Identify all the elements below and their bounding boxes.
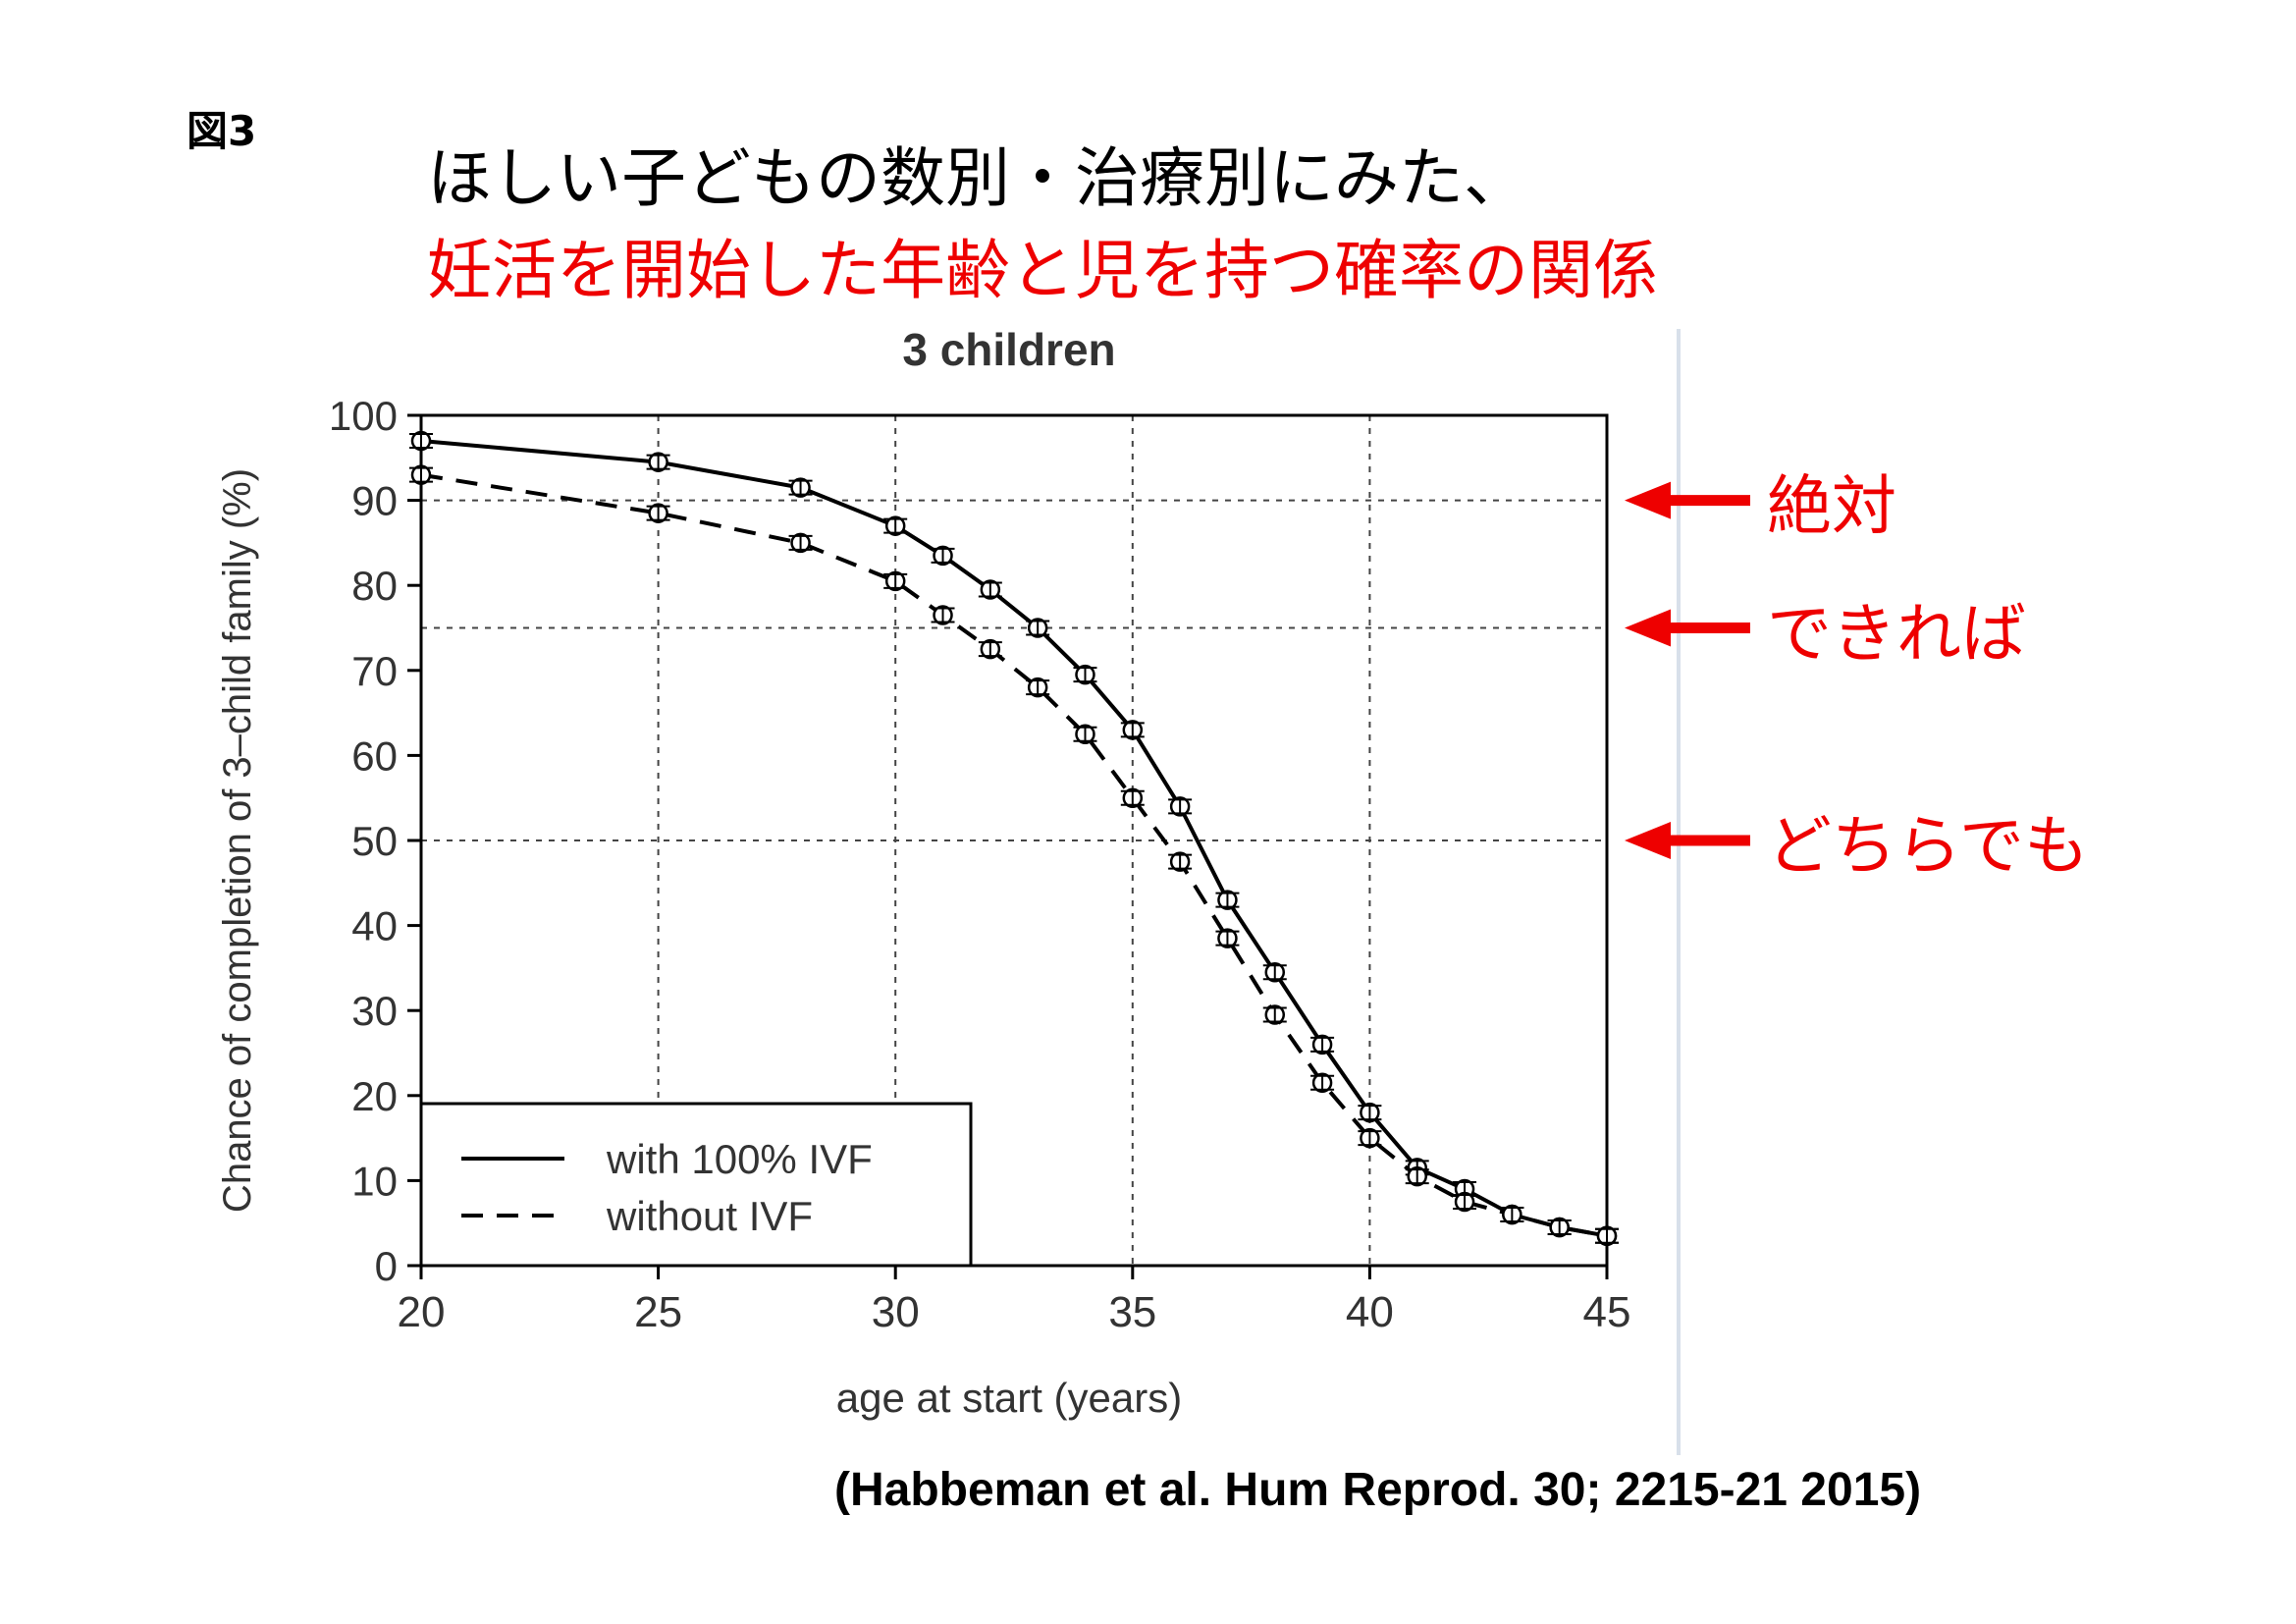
annotation-label: 絶対 [1767, 467, 1896, 544]
annotation-label: できれば [1767, 595, 2026, 672]
data-point [883, 570, 908, 592]
data-point [978, 638, 1002, 660]
page-title-line2: 妊活を開始した年齢と児を持つ確率の関係 [427, 233, 1658, 308]
data-point [788, 477, 813, 498]
data-point [1262, 961, 1287, 983]
legend-label-1: with 100% IVF [606, 1136, 873, 1182]
data-point [1026, 618, 1050, 638]
x-tick-label: 25 [634, 1288, 682, 1336]
x-tick-label: 30 [872, 1288, 920, 1336]
y-tick-label: 40 [351, 903, 398, 949]
x-tick-label: 45 [1583, 1288, 1631, 1336]
data-point [1073, 724, 1097, 744]
data-point [1168, 796, 1193, 817]
data-point [788, 532, 813, 554]
data-point [1215, 928, 1240, 948]
legend-box [419, 1102, 973, 1268]
data-point [1168, 851, 1193, 872]
data-point [1358, 1102, 1382, 1123]
data-point [931, 545, 955, 567]
y-tick-label: 60 [351, 732, 398, 779]
legend-label-2: without IVF [606, 1193, 813, 1239]
y-tick-label: 10 [351, 1158, 398, 1204]
data-point [1500, 1204, 1524, 1225]
x-tick-label: 35 [1108, 1288, 1156, 1336]
annotation-arrow-head [1625, 609, 1671, 647]
y-tick-label: 30 [351, 988, 398, 1034]
data-point [1026, 677, 1050, 698]
data-point [646, 452, 670, 472]
chart-title: 3 children [902, 324, 1115, 375]
data-point [1547, 1217, 1572, 1238]
y-axis-label: Chance of completion of 3–child family (… [216, 468, 259, 1213]
annotation-label: どちらでも [1767, 808, 2090, 884]
x-tick-label: 40 [1346, 1288, 1394, 1336]
data-point [1120, 787, 1145, 808]
series-group [409, 430, 1619, 1246]
annotation-arrows [1625, 481, 1750, 859]
y-tick-label: 20 [351, 1073, 398, 1119]
y-tick-label: 80 [351, 563, 398, 609]
data-point [1262, 1004, 1287, 1025]
data-point [409, 464, 433, 485]
y-tick-label: 0 [375, 1243, 398, 1289]
data-point [1595, 1225, 1619, 1246]
data-point [646, 503, 670, 523]
legend: with 100% IVF without IVF [419, 1102, 973, 1268]
data-point [1073, 664, 1097, 685]
y-tick-label: 70 [351, 648, 398, 694]
data-point [1310, 1072, 1335, 1094]
annotation-arrow-head [1625, 481, 1671, 519]
citation: (Habbeman et al. Hum Reprod. 30; 2215-21… [834, 1464, 1922, 1516]
page-title-line1: ほしい子どもの数別・治療別にみた、 [427, 140, 1528, 216]
y-tick-label: 50 [351, 818, 398, 864]
data-point [978, 579, 1002, 600]
data-point [1405, 1165, 1429, 1187]
data-point [931, 605, 955, 625]
x-tick-label: 20 [398, 1288, 446, 1336]
y-tick-label: 90 [351, 478, 398, 524]
figure-label: 図3 [187, 107, 257, 155]
data-point [1215, 890, 1240, 910]
data-point [409, 430, 433, 452]
axis-ticks: 20 25 30 35 40 45 0 10 20 30 40 50 60 70 80 90 100 [329, 393, 1631, 1336]
x-axis-label: age at start (years) [836, 1375, 1182, 1421]
data-point [1120, 720, 1145, 740]
data-point [1453, 1191, 1477, 1213]
data-point [883, 515, 908, 536]
data-point [1358, 1127, 1382, 1149]
annotation-arrow-head [1625, 822, 1671, 859]
gridlines [421, 415, 1607, 1266]
data-point [1310, 1034, 1335, 1056]
y-tick-label: 100 [329, 393, 398, 439]
